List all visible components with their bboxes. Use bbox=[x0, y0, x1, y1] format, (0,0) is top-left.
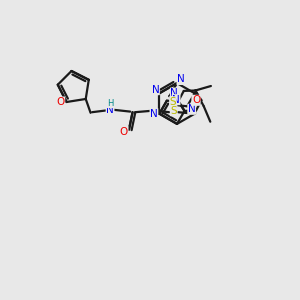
Text: S: S bbox=[170, 97, 176, 107]
Text: N: N bbox=[170, 88, 178, 98]
Text: H: H bbox=[107, 99, 113, 108]
Text: N: N bbox=[106, 105, 114, 115]
Text: O: O bbox=[192, 95, 200, 105]
Text: N: N bbox=[177, 74, 185, 85]
Text: N: N bbox=[172, 95, 180, 105]
Text: N: N bbox=[150, 109, 158, 119]
Text: N: N bbox=[188, 104, 196, 114]
Text: O: O bbox=[120, 127, 128, 137]
Text: S: S bbox=[170, 106, 177, 116]
Text: N: N bbox=[152, 85, 159, 95]
Text: O: O bbox=[56, 97, 65, 107]
